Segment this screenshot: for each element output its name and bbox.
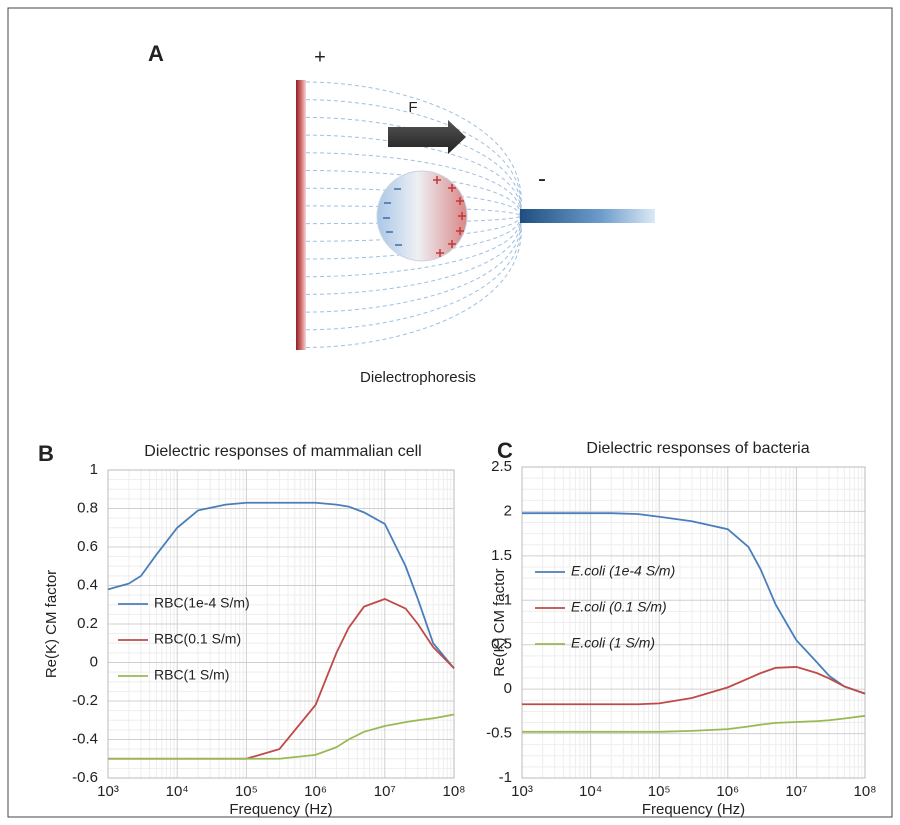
positive-plate bbox=[296, 80, 306, 350]
y-tick-label: 0.8 bbox=[77, 499, 98, 516]
field-line bbox=[305, 152, 521, 217]
y-tick-label: 2 bbox=[504, 502, 512, 519]
force-arrow bbox=[388, 120, 466, 154]
plus bbox=[456, 227, 464, 235]
plate-sign: + bbox=[314, 46, 326, 68]
y-tick-label: 0 bbox=[90, 653, 98, 670]
series-line bbox=[108, 713, 455, 760]
charts: B Dielectric responses of mammalian cell F… bbox=[38, 438, 877, 818]
field-line bbox=[305, 215, 521, 278]
x-tick-label: 10³ bbox=[511, 783, 533, 800]
cell bbox=[376, 170, 468, 262]
positive-charges bbox=[433, 176, 466, 257]
diagram: A + F - Dielectrophoresis bbox=[148, 41, 655, 386]
negative-charges bbox=[383, 188, 402, 246]
plot-frame bbox=[521, 466, 866, 779]
negative-electrode bbox=[520, 209, 655, 223]
series-line bbox=[522, 512, 866, 695]
legend-label: RBC(0.1 S/m) bbox=[154, 631, 241, 647]
field-line bbox=[305, 215, 521, 295]
y-tick-label: 2.5 bbox=[491, 458, 512, 475]
y-tick-label: -1 bbox=[499, 769, 512, 786]
y-tick-label: -0.2 bbox=[72, 692, 98, 709]
y-tick-label: 0 bbox=[504, 680, 512, 697]
legend-label: E.coli (1 S/m) bbox=[571, 635, 655, 651]
x-tick-label: 10⁷ bbox=[374, 783, 396, 800]
legend-label: E.coli (1e-4 S/m) bbox=[571, 563, 675, 579]
x-tick-label: 10⁴ bbox=[579, 783, 602, 800]
plus bbox=[433, 176, 441, 184]
plot-frame bbox=[107, 469, 455, 779]
chart-title: Dielectric responses of bacteria bbox=[586, 440, 809, 457]
y-axis-label: Re(K) CM factor bbox=[43, 570, 60, 678]
x-tick-label: 10⁴ bbox=[166, 783, 189, 800]
y-tick-label: -0.6 bbox=[72, 769, 98, 786]
plus bbox=[448, 240, 456, 248]
plus bbox=[458, 212, 466, 220]
y-tick-label: 1 bbox=[504, 591, 512, 608]
panel-label: B bbox=[38, 441, 54, 466]
x-tick-label: 10⁶ bbox=[304, 783, 327, 800]
x-tick-label: 10³ bbox=[97, 783, 119, 800]
series-line bbox=[522, 666, 866, 706]
y-tick-label: -0.5 bbox=[486, 725, 512, 742]
panel-label: C bbox=[497, 438, 513, 463]
y-tick-label: 0.5 bbox=[491, 636, 512, 653]
panel-label: A bbox=[148, 41, 164, 66]
legend-label: RBC(1e-4 S/m) bbox=[154, 595, 250, 611]
x-tick-label: 10⁵ bbox=[648, 783, 671, 800]
field-line bbox=[305, 215, 521, 260]
y-tick-label: 1 bbox=[90, 461, 98, 478]
plus bbox=[456, 197, 464, 205]
force-label: F bbox=[408, 99, 417, 116]
field-line bbox=[305, 81, 522, 217]
field-line bbox=[305, 215, 522, 348]
x-tick-label: 10⁷ bbox=[785, 783, 807, 800]
field-line bbox=[305, 134, 521, 217]
field-line bbox=[305, 215, 522, 331]
y-axis-label: Re(K) CM factor bbox=[491, 568, 508, 676]
x-axis-label: Frequency (Hz) bbox=[642, 801, 745, 818]
y-tick-label: 0.6 bbox=[77, 538, 98, 555]
plus bbox=[436, 249, 444, 257]
field-line bbox=[305, 215, 522, 313]
y-tick-label: 0.2 bbox=[77, 615, 98, 632]
y-tick-label: 0.4 bbox=[77, 576, 98, 593]
chart-title: Dielectric responses of mammalian cell bbox=[144, 443, 421, 460]
series-line bbox=[107, 501, 455, 669]
x-tick-label: 10⁸ bbox=[853, 783, 876, 800]
y-tick-label: 1.5 bbox=[491, 547, 512, 564]
x-tick-label: 10⁶ bbox=[716, 783, 739, 800]
legend-label: E.coli (0.1 S/m) bbox=[571, 599, 667, 615]
series-line bbox=[522, 714, 866, 733]
electrode-sign: - bbox=[538, 165, 546, 192]
field-line bbox=[305, 170, 521, 217]
x-tick-label: 10⁵ bbox=[235, 783, 258, 800]
legend-label: RBC(1 S/m) bbox=[154, 667, 229, 683]
y-tick-label: -0.4 bbox=[72, 730, 98, 747]
diagram-caption: Dielectrophoresis bbox=[360, 369, 476, 386]
x-tick-label: 10⁸ bbox=[442, 783, 465, 800]
plus bbox=[448, 184, 456, 192]
x-axis-label: Frequency (Hz) bbox=[229, 801, 332, 818]
